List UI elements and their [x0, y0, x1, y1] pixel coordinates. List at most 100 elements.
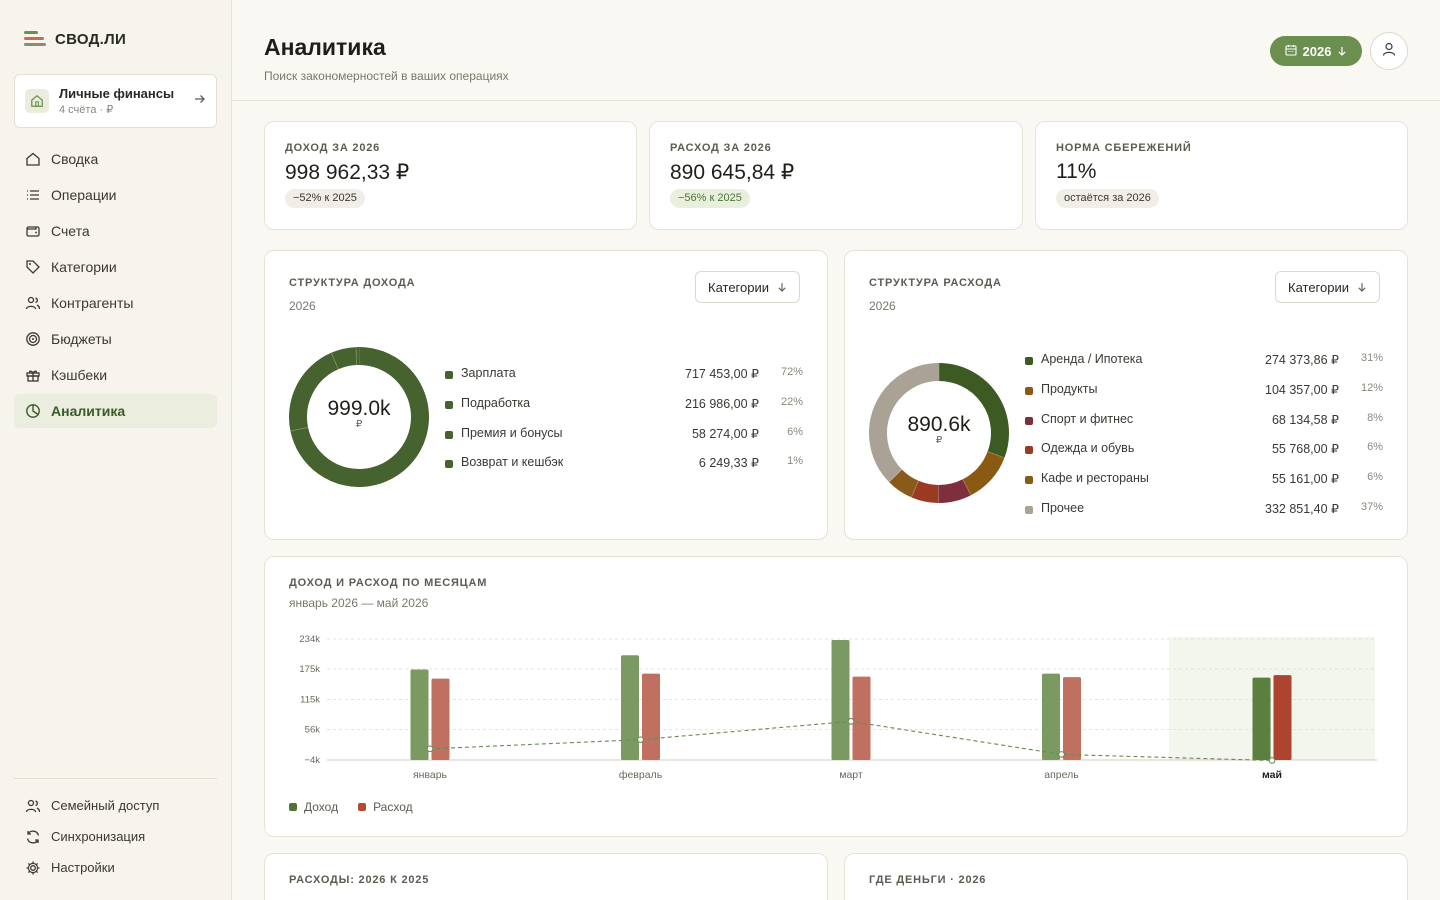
income-bar[interactable]	[410, 669, 429, 760]
donut-slice[interactable]	[331, 347, 358, 370]
income-grouping-select[interactable]: Категории	[695, 271, 800, 303]
expense-legend: Аренда / Ипотека 274 373,86 ₽ 31% Продукты 1…	[1025, 352, 1383, 531]
app-logo[interactable]: СВОД.ЛИ	[24, 30, 126, 48]
x-tick-label[interactable]: апрель	[1044, 769, 1079, 781]
user-profile-button[interactable]	[1370, 32, 1408, 70]
legend-label: Расход	[373, 800, 413, 814]
legend-swatch	[445, 371, 453, 379]
legend-row[interactable]: Продукты 104 357,00 ₽ 12%	[1025, 382, 1383, 412]
donut-slice[interactable]	[911, 480, 939, 503]
nav-item-operations[interactable]: Операции	[14, 178, 217, 212]
legend-percent: 6%	[787, 425, 803, 438]
legend-amount: 717 453,00 ₽	[685, 367, 759, 381]
legend-percent: 1%	[787, 455, 803, 468]
y-tick-label: −4k	[304, 755, 320, 766]
legend-item-expense: Расход	[358, 800, 413, 814]
kpi-value: 998 962,33 ₽	[285, 161, 410, 184]
legend-percent: 6%	[1367, 471, 1383, 484]
net-point[interactable]	[1268, 757, 1276, 764]
year-selector-button[interactable]: 2026	[1270, 36, 1362, 66]
legend-row[interactable]: Премия и бонусы 58 274,00 ₽ 6%	[445, 426, 803, 456]
legend-percent: 31%	[1360, 352, 1383, 364]
expense-bar[interactable]	[431, 678, 450, 760]
kpi-change-badge: −52% к 2025	[285, 189, 365, 208]
expense-bar[interactable]	[1063, 677, 1081, 760]
nav-item-cashbacks[interactable]: Кэшбеки	[14, 358, 217, 392]
nav-item-counterparties[interactable]: Контрагенты	[14, 286, 217, 320]
donut-slice[interactable]	[938, 479, 971, 503]
net-point[interactable]	[637, 736, 644, 743]
expense-bar[interactable]	[642, 673, 660, 760]
donut-slice[interactable]	[889, 469, 919, 498]
legend-category-name: Аренда / Ипотека	[1041, 352, 1143, 366]
legend-row[interactable]: Возврат и кешбэк 6 249,33 ₽ 1%	[445, 455, 803, 485]
income-bar[interactable]	[1042, 673, 1060, 760]
legend-row[interactable]: Одежда и обувь 55 768,00 ₽ 6%	[1025, 441, 1383, 471]
income-bar[interactable]	[1252, 677, 1271, 760]
x-tick-label[interactable]: март	[839, 769, 863, 781]
workspace-switcher[interactable]: Личные финансы 4 счёта · ₽	[14, 74, 217, 128]
legend-swatch	[1025, 416, 1033, 425]
income-bar[interactable]	[621, 655, 639, 760]
nav-item-label: Синхронизация	[51, 829, 146, 844]
nav-item-categories[interactable]: Категории	[14, 250, 217, 284]
users-icon	[24, 294, 42, 312]
donut-unit: ₽	[935, 435, 943, 446]
nav-item-accounts[interactable]: Счета	[14, 214, 217, 248]
kpi-card-income: ДОХОД ЗА 2026 998 962,33 ₽ −52% к 2025	[264, 121, 637, 230]
donut-slice[interactable]	[290, 347, 429, 487]
legend-swatch	[1025, 446, 1033, 455]
nav-item-label: Кэшбеки	[51, 367, 108, 383]
select-value: Категории	[708, 279, 769, 295]
legend-item-income: Доход	[289, 800, 338, 814]
nav-item-budgets[interactable]: Бюджеты	[14, 322, 217, 356]
x-tick-label[interactable]: январь	[413, 769, 448, 781]
nav-item-sync[interactable]: Синхронизация	[14, 822, 217, 851]
net-point[interactable]	[1058, 751, 1065, 758]
monthly-bar-chart-svg: 234k 175k 115k 56k −4k январь февраль март апрел…	[299, 634, 1377, 781]
arrow-down-icon	[777, 280, 787, 295]
donut-slice[interactable]	[869, 363, 940, 483]
legend-row[interactable]: Прочее 332 851,40 ₽ 37%	[1025, 501, 1383, 531]
wallet-icon	[24, 222, 42, 240]
legend-swatch	[445, 430, 453, 439]
app-name: СВОД.ЛИ	[55, 30, 127, 48]
kpi-card-savings-rate: НОРМА СБЕРЕЖЕНИЙ 11% остаётся за 2026	[1035, 121, 1408, 230]
list-icon	[24, 186, 42, 204]
donut-slice[interactable]	[938, 363, 1009, 458]
nav-item-summary[interactable]: Сводка	[14, 142, 217, 176]
donut-slice-separator	[888, 469, 903, 483]
nav-item-analytics[interactable]: Аналитика	[14, 394, 217, 428]
nav-item-label: Аналитика	[51, 403, 126, 419]
legend-row[interactable]: Спорт и фитнес 68 134,58 ₽ 8%	[1025, 412, 1383, 442]
expense-donut-chart: 890.6k ₽	[869, 363, 1009, 504]
legend-row[interactable]: Зарплата 717 453,00 ₽ 72%	[445, 366, 803, 396]
expense-bar[interactable]	[1273, 675, 1292, 760]
gift-icon	[24, 366, 42, 384]
donut-slice-separator	[987, 451, 1005, 459]
legend-row[interactable]: Подработка 216 986,00 ₽ 22%	[445, 396, 803, 426]
section-title: СТРУКТУРА ДОХОДА	[289, 277, 416, 289]
legend-row[interactable]: Аренда / Ипотека 274 373,86 ₽ 31%	[1025, 352, 1383, 382]
donut-slice[interactable]	[289, 352, 339, 431]
legend-amount: 55 161,00 ₽	[1271, 472, 1339, 487]
net-point[interactable]	[426, 745, 434, 753]
chart-title: ДОХОД И РАСХОД ПО МЕСЯЦАМ	[289, 577, 488, 589]
income-bar[interactable]	[831, 640, 850, 760]
nav-item-label: Категории	[51, 259, 117, 275]
net-line	[429, 720, 1273, 762]
expense-grouping-select[interactable]: Категории	[1275, 271, 1380, 303]
legend-row[interactable]: Кафе и рестораны 55 161,00 ₽ 6%	[1025, 471, 1383, 501]
nav-item-label: Счета	[51, 223, 90, 239]
donut-slice[interactable]	[962, 451, 1005, 496]
net-point[interactable]	[847, 718, 855, 725]
legend-category-name: Спорт и фитнес	[1041, 411, 1134, 426]
nav-item-settings[interactable]: Настройки	[14, 853, 217, 882]
legend-category-name: Продукты	[1041, 381, 1098, 396]
x-tick-label[interactable]: февраль	[619, 769, 663, 781]
expense-bar[interactable]	[852, 676, 871, 760]
x-tick-label[interactable]: май	[1262, 769, 1282, 781]
nav-item-family-access[interactable]: Семейный доступ	[14, 791, 217, 820]
kpi-change-badge: −56% к 2025	[670, 189, 750, 208]
chart-subtitle: январь 2026 — май 2026	[289, 596, 429, 610]
